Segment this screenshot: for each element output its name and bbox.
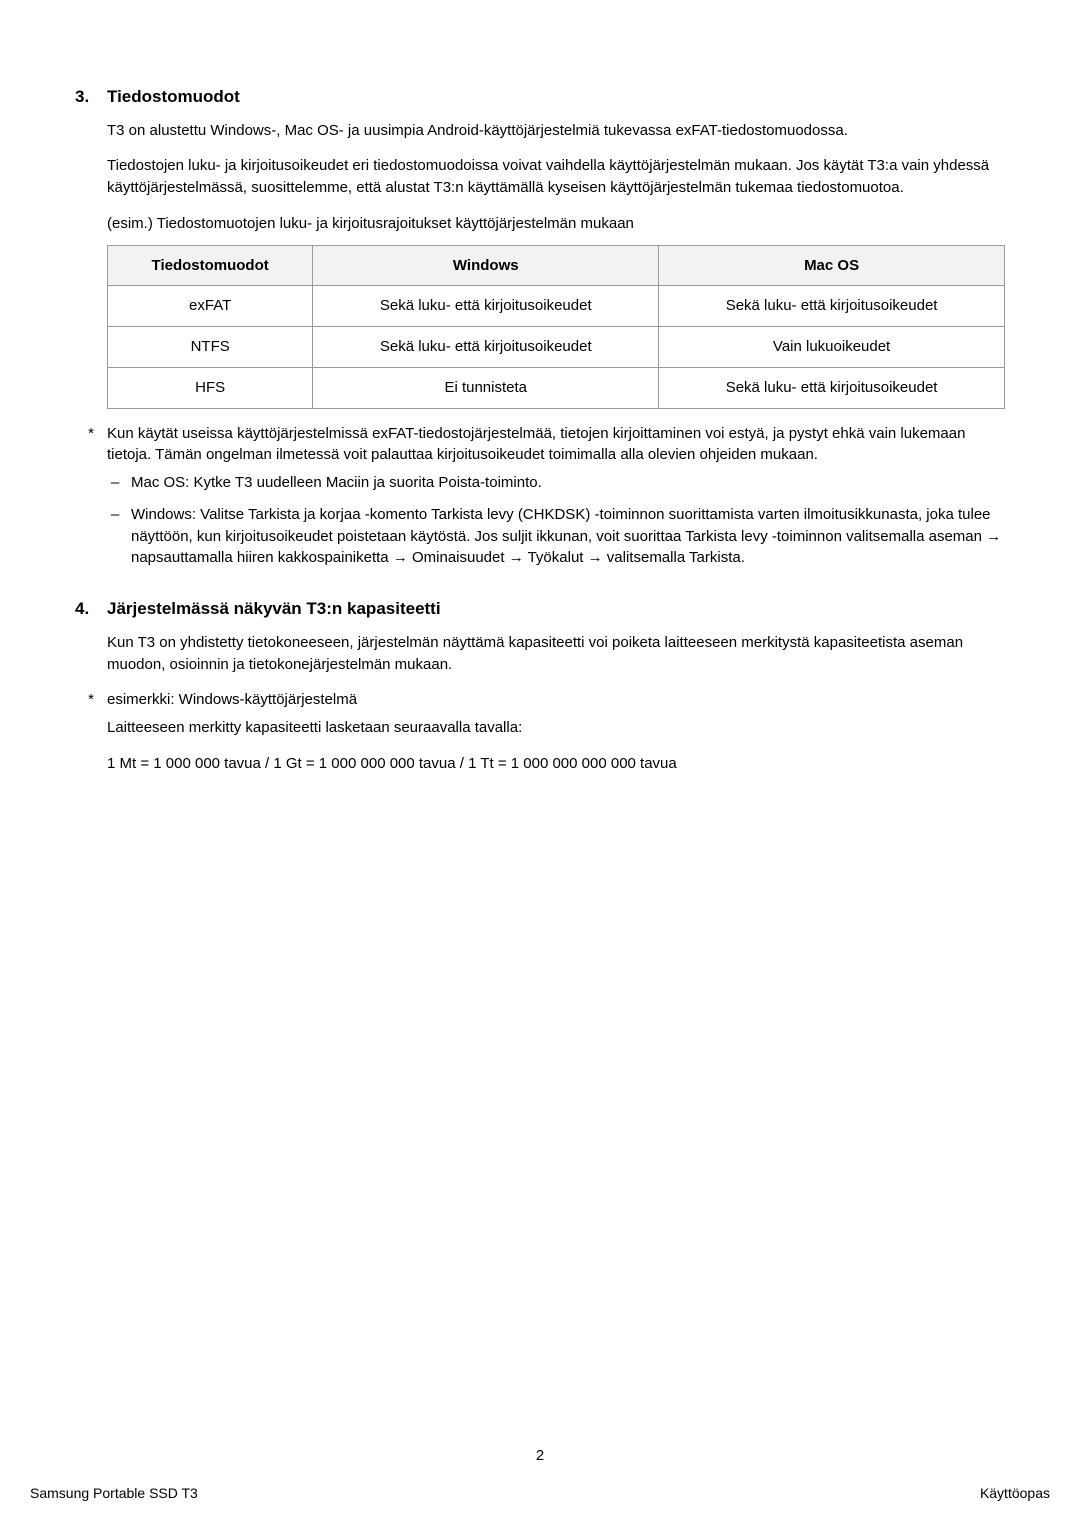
section-3-title: Tiedostomuodot	[107, 85, 240, 110]
footer-right: Käyttöopas	[980, 1483, 1050, 1503]
footer-left: Samsung Portable SSD T3	[30, 1483, 198, 1503]
table-cell: Vain lukuoikeudet	[659, 327, 1005, 368]
dash-mac-text: Mac OS: Kytke T3 uudelleen Maciin ja suo…	[131, 472, 1005, 494]
table-cell: exFAT	[108, 286, 313, 327]
table-cell: Sekä luku- että kirjoitusoikeudet	[659, 367, 1005, 408]
table-row: NTFS Sekä luku- että kirjoitusoikeudet V…	[108, 327, 1005, 368]
table-row: HFS Ei tunnisteta Sekä luku- että kirjoi…	[108, 367, 1005, 408]
table-cell: NTFS	[108, 327, 313, 368]
star-marker: *	[75, 689, 107, 711]
section-4-header: 4. Järjestelmässä näkyvän T3:n kapasitee…	[75, 597, 1005, 622]
page-number: 2	[0, 1445, 1080, 1467]
table-cell: Ei tunnisteta	[313, 367, 659, 408]
section-4-title: Järjestelmässä näkyvän T3:n kapasiteetti	[107, 597, 441, 622]
section-4-calc-line: 1 Mt = 1 000 000 tavua / 1 Gt = 1 000 00…	[107, 753, 1005, 775]
section-3-number: 3.	[75, 85, 107, 110]
table-header-cell: Mac OS	[659, 245, 1005, 286]
table-cell: Sekä luku- että kirjoitusoikeudet	[313, 327, 659, 368]
section-4-star-note: * esimerkki: Windows-käyttöjärjestelmä	[75, 689, 1005, 711]
table-cell: HFS	[108, 367, 313, 408]
table-row: exFAT Sekä luku- että kirjoitusoikeudet …	[108, 286, 1005, 327]
section-3-star-note: * Kun käytät useissa käyttöjärjestelmiss…	[75, 423, 1005, 467]
star-note-text: esimerkki: Windows-käyttöjärjestelmä	[107, 689, 1005, 711]
table-cell: Sekä luku- että kirjoitusoikeudet	[313, 286, 659, 327]
section-3-header: 3. Tiedostomuodot	[75, 85, 1005, 110]
table-header-cell: Tiedostomuodot	[108, 245, 313, 286]
star-marker: *	[75, 423, 107, 467]
section-3-dash-mac: – Mac OS: Kytke T3 uudelleen Maciin ja s…	[107, 472, 1005, 494]
page-footer: Samsung Portable SSD T3 Käyttöopas	[30, 1483, 1050, 1503]
section-4-para-1: Kun T3 on yhdistetty tietokoneeseen, jär…	[107, 632, 1005, 676]
section-3-para-1: T3 on alustettu Windows-, Mac OS- ja uus…	[107, 120, 1005, 142]
file-format-table: Tiedostomuodot Windows Mac OS exFAT Sekä…	[107, 245, 1005, 409]
section-3-dash-windows: – Windows: Valitse Tarkista ja korjaa -k…	[107, 504, 1005, 569]
dash-marker: –	[107, 472, 131, 494]
table-header-cell: Windows	[313, 245, 659, 286]
star-note-text: Kun käytät useissa käyttöjärjestelmissä …	[107, 423, 1005, 467]
section-4-number: 4.	[75, 597, 107, 622]
section-3-table-caption: (esim.) Tiedostomuotojen luku- ja kirjoi…	[107, 213, 1005, 235]
section-3-para-2: Tiedostojen luku- ja kirjoitusoikeudet e…	[107, 155, 1005, 199]
dash-marker: –	[107, 504, 131, 569]
table-cell: Sekä luku- että kirjoitusoikeudet	[659, 286, 1005, 327]
table-header-row: Tiedostomuodot Windows Mac OS	[108, 245, 1005, 286]
dash-windows-text: Windows: Valitse Tarkista ja korjaa -kom…	[131, 504, 1005, 569]
section-4-calc-intro: Laitteeseen merkitty kapasiteetti lasket…	[107, 717, 1005, 739]
